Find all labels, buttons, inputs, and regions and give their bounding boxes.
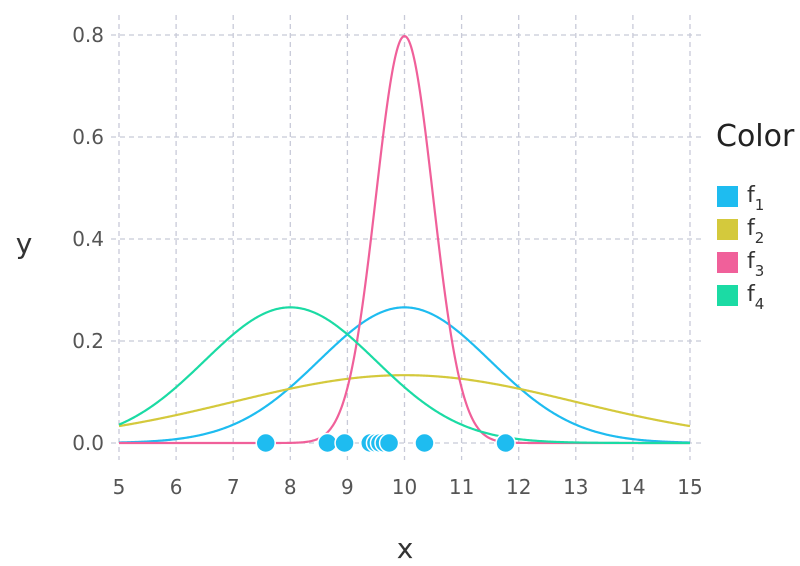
data-point bbox=[317, 432, 338, 454]
data-points bbox=[255, 432, 516, 454]
legend-label-f3: f3 bbox=[747, 249, 764, 280]
x-tick-label: 8 bbox=[284, 475, 297, 499]
legend-swatch-f3 bbox=[717, 252, 738, 273]
x-tick-label: 11 bbox=[449, 475, 474, 499]
x-tick-label: 13 bbox=[563, 475, 588, 499]
y-tick-label: 0.0 bbox=[72, 431, 104, 455]
legend-label-f2: f2 bbox=[747, 216, 764, 247]
series-line-f2 bbox=[118, 374, 691, 428]
data-point bbox=[334, 432, 355, 454]
x-tick-label: 12 bbox=[506, 475, 531, 499]
x-tick-label: 9 bbox=[341, 475, 354, 499]
series-line-f4 bbox=[118, 306, 690, 445]
x-tick-label: 7 bbox=[227, 475, 240, 499]
curves bbox=[118, 34, 691, 445]
y-tick-labels: 0.0 0.2 0.4 0.6 0.8 bbox=[72, 23, 104, 455]
legend-swatch-f1 bbox=[717, 186, 738, 207]
y-tick-label: 0.6 bbox=[72, 125, 104, 149]
legend-swatch-f4 bbox=[717, 285, 738, 306]
data-point bbox=[495, 432, 516, 454]
data-point bbox=[255, 432, 276, 454]
x-tick-label: 10 bbox=[392, 475, 417, 499]
legend-label-f1: f1 bbox=[747, 183, 764, 214]
data-point bbox=[378, 432, 400, 454]
legend-swatch-f2 bbox=[717, 219, 738, 240]
grid bbox=[111, 15, 704, 460]
y-axis-title: y bbox=[16, 227, 33, 260]
x-tick-label: 15 bbox=[677, 475, 702, 499]
y-tick-label: 0.4 bbox=[72, 227, 104, 251]
x-tick-label: 14 bbox=[620, 475, 645, 499]
series-line-f1 bbox=[118, 306, 691, 444]
x-tick-label: 6 bbox=[170, 475, 183, 499]
x-axis-title: x bbox=[397, 532, 414, 565]
legend-title: Color bbox=[716, 119, 795, 154]
x-tick-labels: 5 6 7 8 9 10 11 12 13 14 15 bbox=[113, 475, 703, 499]
x-tick-label: 5 bbox=[113, 475, 126, 499]
y-tick-label: 0.2 bbox=[72, 329, 104, 353]
y-tick-label: 0.8 bbox=[72, 23, 104, 47]
legend-label-f4: f4 bbox=[747, 282, 764, 313]
data-point bbox=[414, 432, 435, 454]
